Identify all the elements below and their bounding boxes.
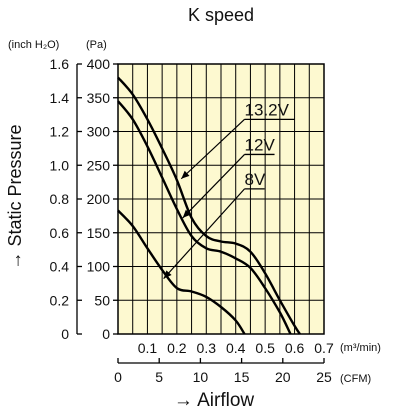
y-tick-label-inch: 0 (61, 326, 69, 342)
series-label-13-2v: 13.2V (245, 100, 290, 119)
x-tick-label-cfm: 25 (316, 369, 332, 385)
y-tick-label-inch: 1.4 (50, 90, 70, 106)
y-tick-label-inch: 0.6 (50, 225, 70, 241)
x-units-m3: (m³/min) (340, 342, 381, 354)
x-tick-label-cfm: 20 (275, 369, 291, 385)
series-line-8v (117, 209, 246, 335)
x-tick-label-m3: 0.7 (314, 340, 334, 356)
grid (118, 64, 324, 334)
y-tick-label-pa: 200 (87, 191, 111, 207)
axes-layer: 05010015020025030035040000.20.40.60.81.0… (50, 56, 334, 385)
y-tick-label-inch: 0.8 (50, 191, 70, 207)
chart-title: K speed (188, 5, 254, 25)
y-tick-label-pa: 300 (87, 124, 111, 140)
x-tick-label-m3: 0.3 (197, 340, 217, 356)
y-units-pa: (Pa) (86, 39, 107, 51)
y-tick-label-inch: 1.6 (50, 56, 70, 72)
x-tick-label-m3: 0.6 (285, 340, 305, 356)
y-tick-label-inch: 1.0 (50, 157, 70, 173)
series-leader-line (180, 118, 245, 180)
y-tick-label-pa: 50 (94, 292, 110, 308)
x-tick-label-cfm: 5 (155, 369, 163, 385)
x-tick-label-m3: 0.2 (167, 340, 187, 356)
y-tick-label-inch: 0.2 (50, 292, 70, 308)
x-tick-label-cfm: 0 (114, 369, 122, 385)
y-axis-label: → Static Pressure (5, 124, 25, 269)
series-line-13-2v (117, 76, 301, 335)
series-line-12v (117, 100, 292, 335)
y-tick-label-pa: 0 (102, 326, 110, 342)
y-tick-label-inch: 0.4 (50, 259, 70, 275)
series-label-12v: 12V (245, 135, 276, 154)
y-tick-label-pa: 400 (87, 56, 111, 72)
series-layer (117, 76, 301, 335)
y-tick-label-inch: 1.2 (50, 124, 70, 140)
series-leader-arrowhead (182, 209, 191, 218)
series-labels-layer: 13.2V 12V 8V (163, 100, 295, 280)
x-tick-label-m3: 0.5 (255, 340, 275, 356)
x-axis-label: → Airflow (174, 390, 255, 411)
y-tick-label-pa: 350 (87, 90, 111, 106)
x-tick-label-cfm: 15 (234, 369, 250, 385)
y-units-inch: (inch H₂O) (8, 39, 59, 51)
x-tick-label-m3: 0.1 (138, 340, 158, 356)
series-leader-arrowhead (181, 170, 190, 179)
series-label-8v: 8V (245, 170, 266, 189)
x-units-cfm: (CFM) (340, 373, 371, 385)
x-tick-label-cfm: 10 (193, 369, 209, 385)
x-tick-label-m3: 0.4 (226, 340, 246, 356)
series-leader-line (182, 154, 245, 219)
y-tick-label-pa: 100 (87, 259, 111, 275)
y-tick-label-pa: 150 (87, 225, 111, 241)
y-tick-label-pa: 250 (87, 157, 111, 173)
series-leader-line (163, 188, 245, 280)
series-leader-arrowhead (163, 270, 172, 279)
